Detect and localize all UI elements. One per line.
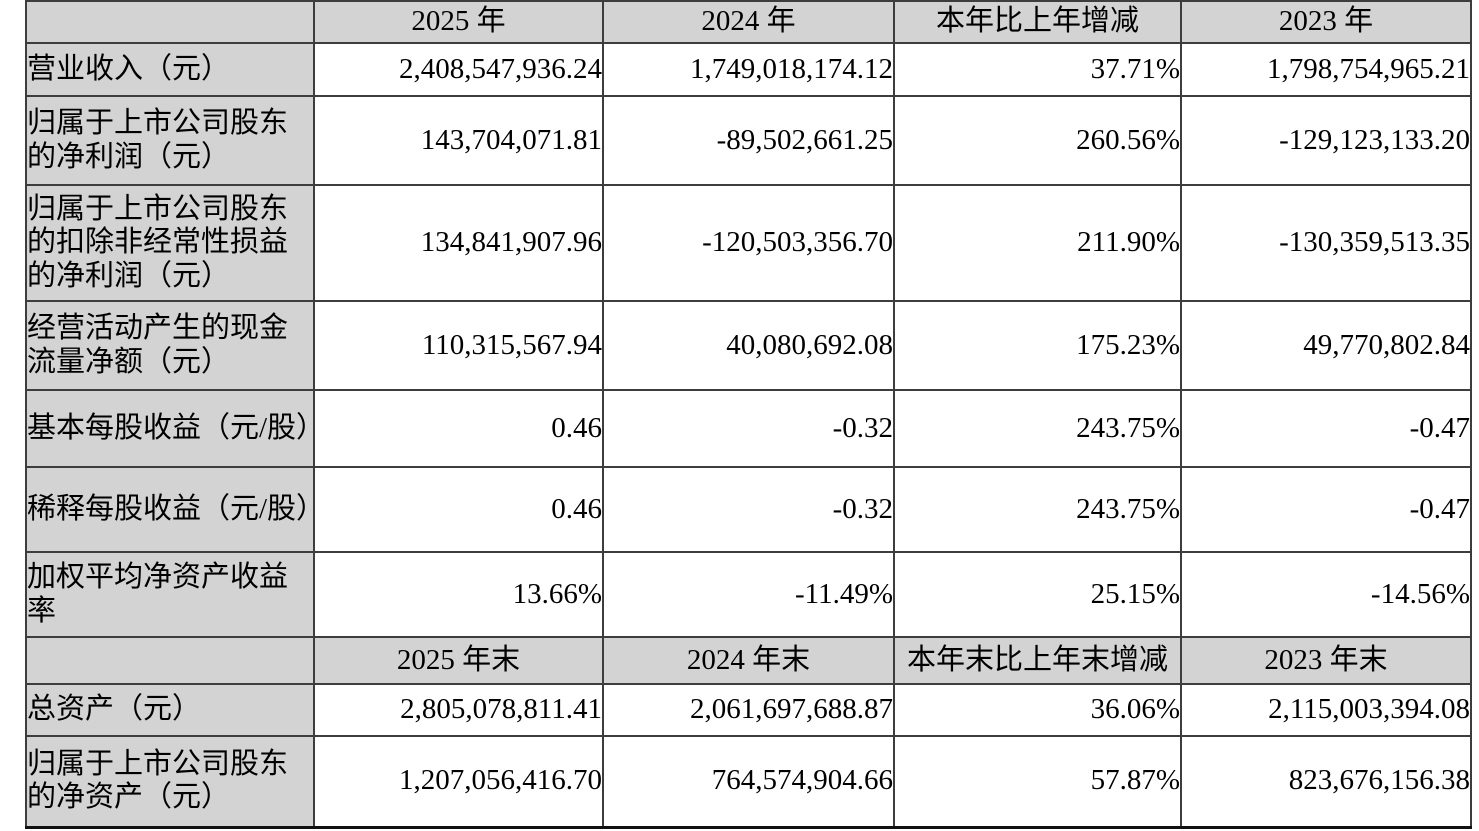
year-column-header-2023: 2023 年 [1180,0,1472,44]
table-header-row-year-end: 2025 年末 2024 年末 本年末比上年末增减 2023 年末 [25,636,1472,685]
value-cell: 260.56% [893,95,1182,186]
value-cell: -89,502,661.25 [602,95,895,186]
table-row-basic-eps: 基本每股收益（元/股） 0.46 -0.32 243.75% -0.47 [25,389,1472,468]
yoy-change-column-header: 本年比上年增减 [893,0,1182,44]
year-column-header-2024: 2024 年 [602,0,895,44]
table-row-total-assets: 总资产（元） 2,805,078,811.41 2,061,697,688.87… [25,683,1472,737]
year-column-header-2025: 2025 年 [313,0,604,44]
corner-cell [25,636,315,685]
value-cell: -120,503,356.70 [602,184,895,302]
value-cell: 823,676,156.38 [1180,735,1472,828]
value-cell: 1,207,056,416.70 [313,735,604,828]
value-cell: 57.87% [893,735,1182,828]
value-cell: 2,061,697,688.87 [602,683,895,737]
row-label: 经营活动产生的现金流量净额（元） [25,300,315,391]
row-label: 营业收入（元） [25,42,315,97]
yearend-column-header-2025: 2025 年末 [313,636,604,685]
value-cell: 243.75% [893,389,1182,468]
table-row-operating-cash-flow: 经营活动产生的现金流量净额（元） 110,315,567.94 40,080,6… [25,300,1472,391]
value-cell: 2,115,003,394.08 [1180,683,1472,737]
yearend-column-header-2023: 2023 年末 [1180,636,1472,685]
value-cell: -130,359,513.35 [1180,184,1472,302]
table-row-net-assets: 归属于上市公司股东的净资产（元） 1,207,056,416.70 764,57… [25,735,1472,828]
row-label: 归属于上市公司股东的扣除非经常性损益的净利润（元） [25,184,315,302]
value-cell: -11.49% [602,551,895,638]
value-cell: -14.56% [1180,551,1472,638]
financial-summary-table: 2025 年 2024 年 本年比上年增减 2023 年 营业收入（元） 2,4… [25,0,1472,829]
value-cell: 49,770,802.84 [1180,300,1472,391]
value-cell: 2,805,078,811.41 [313,683,604,737]
value-cell: 764,574,904.66 [602,735,895,828]
value-cell: 13.66% [313,551,604,638]
value-cell: -129,123,133.20 [1180,95,1472,186]
value-cell: 143,704,071.81 [313,95,604,186]
value-cell: -0.47 [1180,466,1472,553]
value-cell: 0.46 [313,466,604,553]
value-cell: 40,080,692.08 [602,300,895,391]
table-row-operating-revenue: 营业收入（元） 2,408,547,936.24 1,749,018,174.1… [25,42,1472,97]
row-label: 归属于上市公司股东的净资产（元） [25,735,315,828]
value-cell: 175.23% [893,300,1182,391]
value-cell: 1,798,754,965.21 [1180,42,1472,97]
table-row-weighted-avg-roe: 加权平均净资产收益率 13.66% -11.49% 25.15% -14.56% [25,551,1472,638]
table-row-net-profit-excl-nonrecurring: 归属于上市公司股东的扣除非经常性损益的净利润（元） 134,841,907.96… [25,184,1472,302]
yearend-change-column-header: 本年末比上年末增减 [893,636,1182,685]
value-cell: 134,841,907.96 [313,184,604,302]
value-cell: 211.90% [893,184,1182,302]
value-cell: 1,749,018,174.12 [602,42,895,97]
table-row-diluted-eps: 稀释每股收益（元/股） 0.46 -0.32 243.75% -0.47 [25,466,1472,553]
yearend-column-header-2024: 2024 年末 [602,636,895,685]
value-cell: 37.71% [893,42,1182,97]
row-label: 加权平均净资产收益率 [25,551,315,638]
value-cell: 243.75% [893,466,1182,553]
value-cell: -0.47 [1180,389,1472,468]
table-header-row-annual: 2025 年 2024 年 本年比上年增减 2023 年 [25,0,1472,44]
value-cell: 0.46 [313,389,604,468]
corner-cell [25,0,315,44]
value-cell: 25.15% [893,551,1182,638]
value-cell: -0.32 [602,466,895,553]
table-row-net-profit: 归属于上市公司股东的净利润（元） 143,704,071.81 -89,502,… [25,95,1472,186]
row-label: 总资产（元） [25,683,315,737]
value-cell: 110,315,567.94 [313,300,604,391]
row-label: 归属于上市公司股东的净利润（元） [25,95,315,186]
value-cell: 36.06% [893,683,1182,737]
value-cell: 2,408,547,936.24 [313,42,604,97]
value-cell: -0.32 [602,389,895,468]
row-label: 稀释每股收益（元/股） [25,466,315,553]
row-label: 基本每股收益（元/股） [25,389,315,468]
